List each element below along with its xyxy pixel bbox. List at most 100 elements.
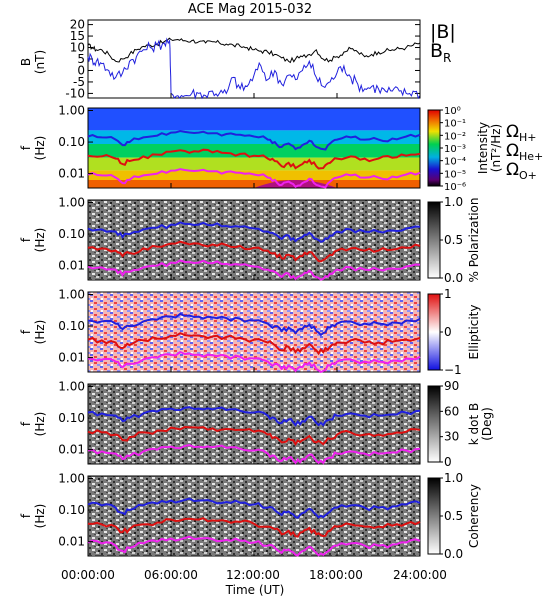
- intensity-colorbar-label-2: 10⁻²: [444, 131, 466, 142]
- coherency-colorbar-title: Coherency: [467, 484, 481, 548]
- kdotb-gyro-line-he-plus: [87, 425, 421, 446]
- kdotb-colorbar-unit: (Deg): [480, 407, 494, 441]
- polarization-gyro-line-o-plus: [87, 259, 421, 281]
- polarization-colorbar-label-1: 0.5: [444, 233, 463, 247]
- kdotb-field: [88, 384, 420, 464]
- chart-title: ACE Mag 2015-032: [188, 2, 312, 17]
- intensity-gyro-line-o-plus: [87, 168, 421, 189]
- intensity-colorbar-label-0: 10⁰: [444, 106, 461, 117]
- legend-b-radial: BR: [430, 40, 451, 65]
- ellipticity-colorbar-title: Ellipticity: [467, 305, 481, 360]
- polarization-colorbar-label-0: 1.0: [444, 195, 463, 209]
- series-line-b-magnitude: [87, 37, 421, 64]
- intensity-gyro-line-he-plus: [87, 148, 421, 170]
- intensity-band-0: [88, 108, 420, 131]
- field-y-tick-label-4: 10: [70, 41, 85, 55]
- kdotb-colorbar: [427, 385, 441, 463]
- polarization-gyro-line-he-plus: [87, 240, 421, 263]
- panel-kdotb: 1.00 0.10 0.01 f (Hz) 90 60 30 0 k dot B (Deg): [19, 379, 494, 469]
- spectral-panels: 1.000.100.01f (Hz)10⁰10⁻¹10⁻²10⁻³10⁻⁴10⁻⁵…: [19, 103, 503, 561]
- intensity-colorbar: [427, 109, 441, 187]
- time-tick-label-0: 00:00:00: [61, 568, 115, 582]
- coherency-y-tick-label-0: 1.00: [58, 471, 85, 485]
- intensity-colorbar-label-6: 10⁻⁶: [444, 182, 466, 193]
- intensity-colorbar-label-3: 10⁻³: [444, 144, 466, 155]
- coherency-y-tick-label-2: 0.01: [58, 535, 85, 549]
- ellipticity-y-tick-label-1: 0.10: [58, 319, 85, 333]
- polarization-colorbar-title: % Polarization: [467, 198, 481, 283]
- intensity-colorbar-label-1: 10⁻¹: [444, 119, 466, 130]
- series-line-b-radial: [87, 37, 421, 100]
- kdotb-gyro-line-h-plus: [87, 406, 421, 427]
- intensity-low-freq-patch: [254, 180, 337, 188]
- panel-ellipticity: 1.00 0.10 0.01 f (Hz) 1 0 −1 Ellipticity: [19, 287, 481, 377]
- field-y-tick-label-0: -10: [65, 86, 85, 100]
- coherency-gyro-line-o-plus: [87, 535, 421, 557]
- intensity-colorbar-title: Intensity: [476, 122, 490, 174]
- kdotb-colorbar-label-0: 90: [444, 379, 459, 393]
- panel-intensity: 1.00 0.10 0.01 f (Hz) 10⁰ 10⁻¹10⁻² 10⁻³ 10⁻⁴10⁻⁵…: [19, 103, 503, 193]
- field-y-tick-label-3: 5: [77, 52, 85, 66]
- field-y-tick-label-5: 15: [70, 29, 85, 43]
- coherency-colorbar-label-1: 0.5: [444, 509, 463, 523]
- field-legend: |B| BR: [430, 21, 456, 65]
- field-ylabel: B: [19, 58, 33, 66]
- kdotb-y-tick-label-2: 0.01: [58, 443, 85, 457]
- kdotb-ylabel: f: [19, 421, 33, 426]
- ellipticity-ylabel: f: [19, 329, 33, 334]
- intensity-colorbar-unit: (nT²/Hz): [489, 124, 503, 172]
- legend-b-magnitude: |B|: [430, 21, 456, 43]
- kdotb-yunit: (Hz): [33, 412, 47, 437]
- time-axis-label: Time (UT): [225, 583, 285, 597]
- kdotb-colorbar-label-1: 60: [444, 404, 459, 418]
- kdotb-y-tick-label-1: 0.10: [58, 411, 85, 425]
- ellipticity-gyro-line-he-plus: [87, 332, 421, 356]
- intensity-ylabel: f: [19, 145, 33, 150]
- panel-polarization: 1.00 0.10 0.01 f (Hz) 1.0 0.5 0.0 % Polarization: [19, 195, 481, 285]
- kdotb-colorbar-label-3: 0: [444, 455, 452, 469]
- coherency-colorbar: [427, 477, 441, 555]
- intensity-colorbar-label-4: 10⁻⁴: [444, 157, 466, 168]
- ellipticity-gyro-line-h-plus: [87, 312, 421, 337]
- field-y-tick-label-1: -5: [73, 75, 85, 89]
- coherency-colorbar-label-0: 1.0: [444, 471, 463, 485]
- ellipticity-colorbar-label-1: 0: [444, 325, 452, 339]
- ellipticity-field: [88, 292, 420, 372]
- kdotb-gyro-line-o-plus: [87, 444, 421, 465]
- intensity-band-2: [88, 144, 420, 158]
- polarization-colorbar: [427, 201, 441, 279]
- ellipticity-yunit: (Hz): [33, 320, 47, 345]
- time-tick-label-1: 06:00:00: [144, 568, 198, 582]
- intensity-band-3: [88, 157, 420, 171]
- polarization-gyro-line-h-plus: [87, 221, 421, 243]
- time-tick-label-2: 12:00:00: [226, 568, 280, 582]
- coherency-gyro-line-h-plus: [87, 497, 421, 519]
- intensity-gyro-line-h-plus: [87, 129, 421, 151]
- ion-gyrofrequency-legend: ΩH+ ΩHe+ ΩO+: [506, 122, 543, 182]
- intensity-colorbar-label-5: 10⁻⁵: [444, 169, 466, 180]
- legend-o-plus: ΩO+: [506, 160, 537, 182]
- field-y-tick-label-2: 0: [77, 63, 85, 77]
- polarization-colorbar-label-2: 0.0: [444, 271, 463, 285]
- polarization-y-tick-label-1: 0.10: [58, 227, 85, 241]
- time-tick-label-4: 24:00:00: [393, 568, 447, 582]
- coherency-ylabel: f: [19, 513, 33, 518]
- intensity-y-tick-label-1: 0.10: [58, 135, 85, 149]
- polarization-ylabel: f: [19, 237, 33, 242]
- polarization-y-tick-label-2: 0.01: [58, 259, 85, 273]
- polarization-yunit: (Hz): [33, 228, 47, 253]
- coherency-y-tick-label-1: 0.10: [58, 503, 85, 517]
- ellipticity-y-tick-label-0: 1.00: [58, 287, 85, 301]
- field-yunit: (nT): [33, 50, 47, 74]
- kdotb-y-tick-label-0: 1.00: [58, 379, 85, 393]
- ellipticity-y-tick-label-2: 0.01: [58, 351, 85, 365]
- ellipticity-colorbar-label-2: −1: [444, 363, 462, 377]
- coherency-gyro-line-he-plus: [87, 517, 421, 538]
- intensity-y-tick-label-2: 0.01: [58, 167, 85, 181]
- time-axis: 00:00:00 06:00:00 12:00:00 18:00:00 24:0…: [61, 568, 447, 597]
- kdotb-colorbar-label-2: 30: [444, 430, 459, 444]
- time-tick-label-3: 18:00:00: [309, 568, 363, 582]
- intensity-yunit: (Hz): [33, 136, 47, 161]
